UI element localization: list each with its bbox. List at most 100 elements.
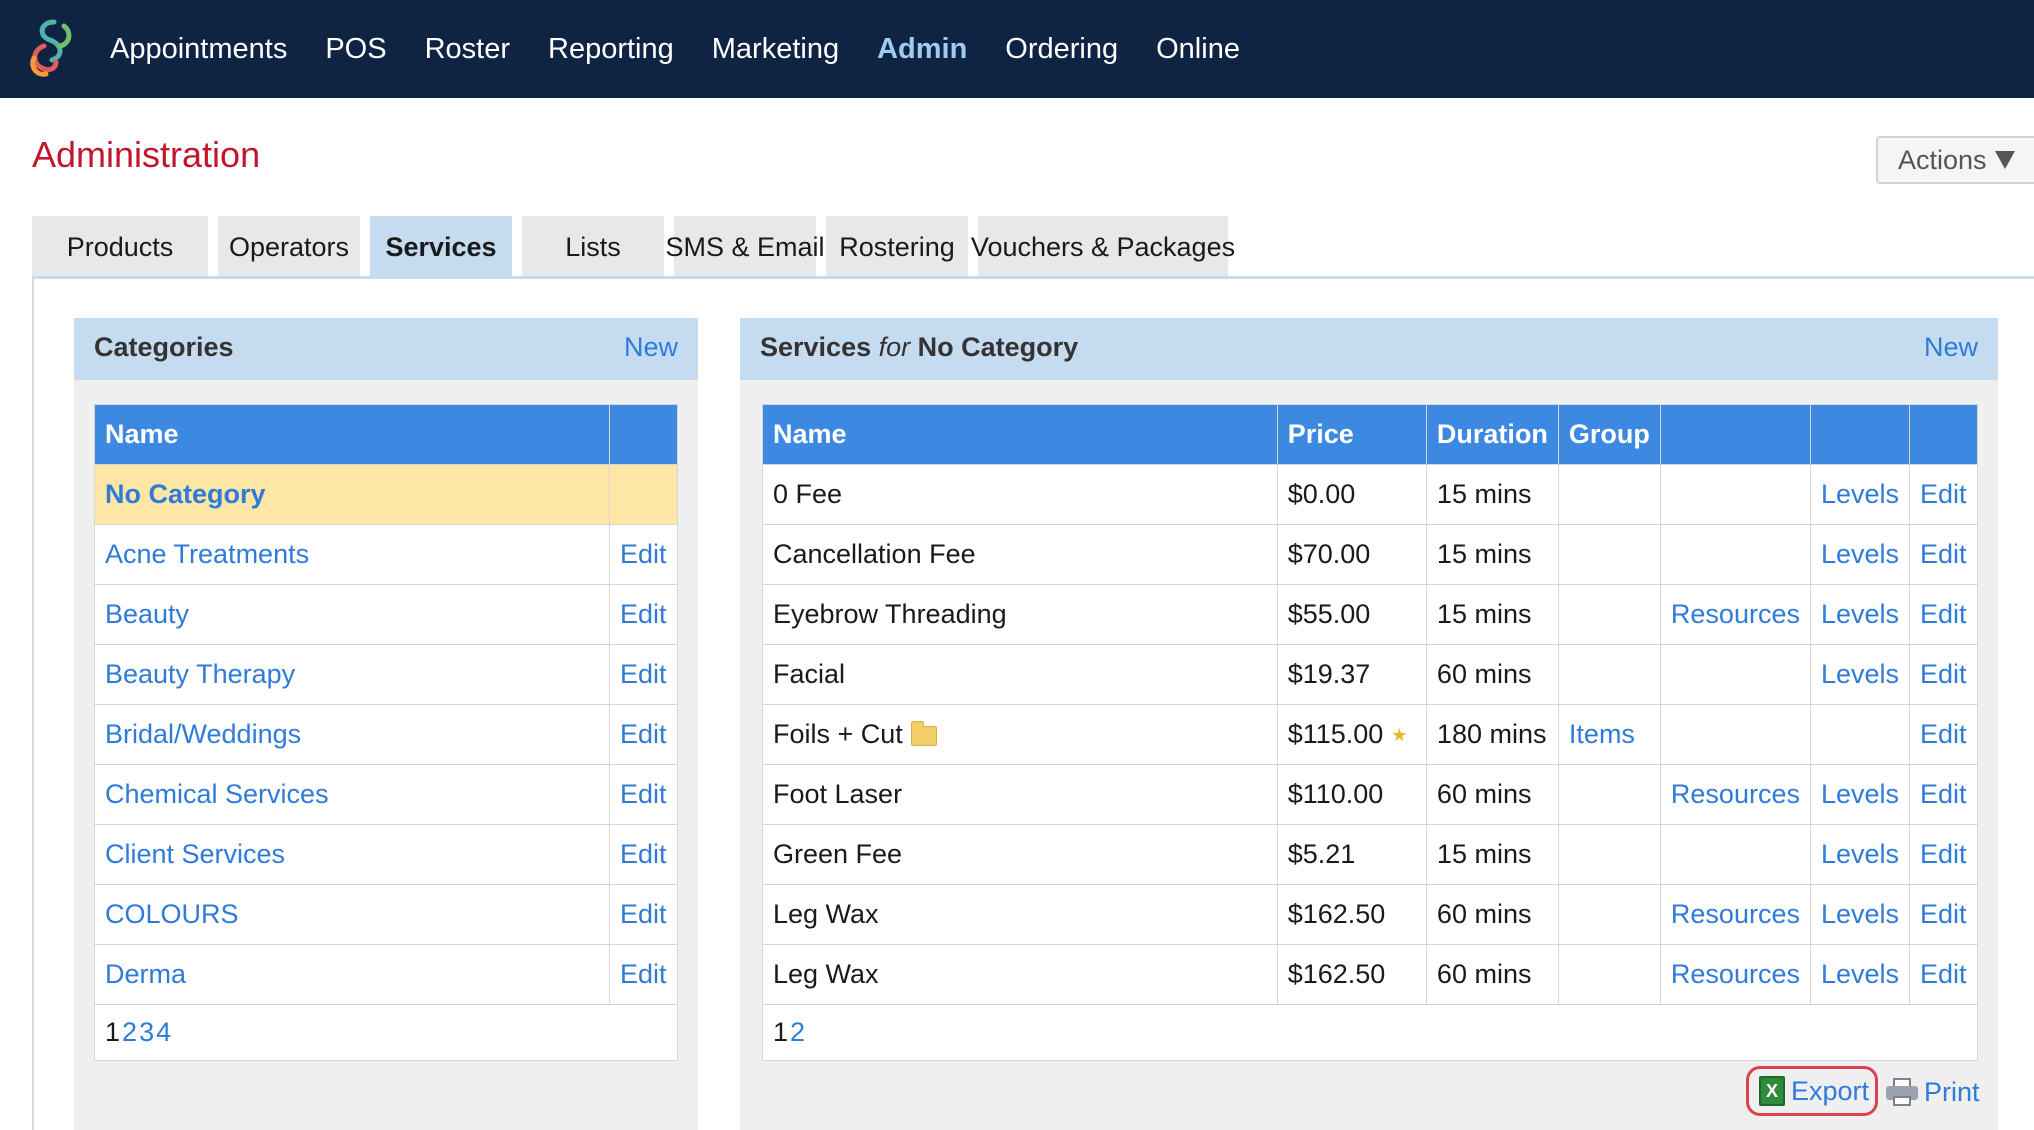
print-button[interactable]: Print xyxy=(1886,1070,1980,1114)
page-link[interactable]: 4 xyxy=(156,1017,172,1047)
category-name-link[interactable]: Client Services xyxy=(94,824,610,885)
services-header-row: Name Price Duration Group xyxy=(762,404,1978,465)
category-row[interactable]: No Category xyxy=(94,464,678,525)
service-duration: 15 mins xyxy=(1425,584,1559,645)
category-name-link[interactable]: COLOURS xyxy=(94,884,610,945)
service-resources-link[interactable]: Resources xyxy=(1659,584,1811,645)
nav-item-ordering[interactable]: Ordering xyxy=(1005,32,1119,65)
category-name-link[interactable]: Beauty xyxy=(94,584,610,645)
service-edit-link[interactable]: Edit xyxy=(1909,764,1978,825)
nav-item-online[interactable]: Online xyxy=(1156,32,1240,65)
tab-sms-email[interactable]: SMS & Email xyxy=(665,216,825,278)
category-row[interactable]: Beauty Therapy Edit xyxy=(94,644,678,705)
category-row[interactable]: Beauty Edit xyxy=(94,584,678,645)
service-resources-link[interactable]: Resources xyxy=(1659,884,1811,945)
new-category-link[interactable]: New xyxy=(623,332,678,362)
category-edit-link[interactable]: Edit xyxy=(609,704,678,765)
nav-item-marketing[interactable]: Marketing xyxy=(711,32,840,65)
services-pagination-row: 12 xyxy=(762,1004,1978,1061)
service-duration: 60 mins xyxy=(1425,764,1559,825)
nav-item-pos[interactable]: POS xyxy=(325,32,387,65)
star-icon: ★ xyxy=(1391,725,1408,746)
services-title-category: No Category xyxy=(917,332,1079,362)
service-levels-link[interactable]: Levels xyxy=(1809,584,1911,645)
category-edit-link[interactable]: Edit xyxy=(609,524,678,585)
category-name-link[interactable]: Chemical Services xyxy=(94,764,610,825)
service-levels-link[interactable]: Levels xyxy=(1809,944,1911,1005)
service-name: Eyebrow Threading xyxy=(773,599,1007,629)
service-edit-link[interactable]: Edit xyxy=(1909,524,1978,585)
service-edit-link[interactable]: Edit xyxy=(1909,464,1978,525)
category-row[interactable]: Derma Edit xyxy=(94,944,678,1005)
service-name: Foils + Cut xyxy=(773,719,903,749)
service-row: Green Fee $5.21 15 mins Levels Edit xyxy=(762,824,1978,885)
category-row[interactable]: Client Services Edit xyxy=(94,824,678,885)
category-name-link[interactable]: Beauty Therapy xyxy=(94,644,610,705)
admin-tabs: Products Operators Services Lists SMS & Emai… xyxy=(32,216,1238,278)
service-edit-link[interactable]: Edit xyxy=(1909,644,1978,705)
category-edit-link[interactable]: Edit xyxy=(609,884,678,945)
categories-panel-header: Categories New xyxy=(74,318,698,380)
service-levels-link[interactable]: Levels xyxy=(1809,824,1911,885)
service-resources-link[interactable]: Resources xyxy=(1659,764,1811,825)
service-levels-link[interactable]: Levels xyxy=(1809,644,1911,705)
nav-item-appointments[interactable]: Appointments xyxy=(110,32,288,65)
category-edit-link[interactable]: Edit xyxy=(609,824,678,885)
category-name-link[interactable]: Acne Treatments xyxy=(94,524,610,585)
page-link: 1 xyxy=(773,1017,789,1047)
actions-dropdown-button[interactable]: Actions xyxy=(1876,136,2034,184)
col-header-edit xyxy=(1909,404,1978,465)
category-row[interactable]: COLOURS Edit xyxy=(94,884,678,945)
category-edit-link[interactable]: Edit xyxy=(609,644,678,705)
category-edit-link[interactable]: Edit xyxy=(609,584,678,645)
service-resources-link[interactable]: Resources xyxy=(1659,944,1811,1005)
category-name-link[interactable]: No Category xyxy=(94,464,610,525)
page-link[interactable]: 2 xyxy=(122,1017,138,1047)
page-link[interactable]: 3 xyxy=(139,1017,155,1047)
category-row[interactable]: Bridal/Weddings Edit xyxy=(94,704,678,765)
service-name: Green Fee xyxy=(773,839,903,869)
category-edit-link[interactable]: Edit xyxy=(609,944,678,1005)
service-group-link xyxy=(1557,464,1661,525)
export-button[interactable]: X Export xyxy=(1746,1066,1878,1116)
service-levels-link[interactable]: Levels xyxy=(1809,884,1911,945)
tab-products[interactable]: Products xyxy=(32,216,208,278)
service-edit-link[interactable]: Edit xyxy=(1909,824,1978,885)
tab-vouchers-packages[interactable]: Vouchers & Packages xyxy=(971,216,1235,278)
category-edit-link xyxy=(609,464,678,525)
category-row[interactable]: Acne Treatments Edit xyxy=(94,524,678,585)
service-group-link xyxy=(1557,944,1661,1005)
category-edit-link[interactable]: Edit xyxy=(609,764,678,825)
service-edit-link[interactable]: Edit xyxy=(1909,584,1978,645)
service-name-cell: Facial xyxy=(762,644,1278,705)
service-levels-link[interactable]: Levels xyxy=(1809,464,1911,525)
tab-services[interactable]: Services xyxy=(370,216,512,278)
service-levels-link[interactable]: Levels xyxy=(1809,524,1911,585)
service-edit-link[interactable]: Edit xyxy=(1909,884,1978,945)
content-frame xyxy=(32,279,2034,1130)
tab-operators[interactable]: Operators xyxy=(218,216,360,278)
tab-rostering[interactable]: Rostering xyxy=(826,216,968,278)
service-group-link xyxy=(1557,764,1661,825)
new-service-link[interactable]: New xyxy=(1923,332,1978,362)
service-group-link xyxy=(1557,524,1661,585)
app-logo-icon[interactable] xyxy=(24,16,80,80)
service-edit-link[interactable]: Edit xyxy=(1909,944,1978,1005)
service-name: Leg Wax xyxy=(773,959,879,989)
service-resources-link xyxy=(1659,464,1811,525)
service-levels-link[interactable]: Levels xyxy=(1809,764,1911,825)
page-link[interactable]: 2 xyxy=(790,1017,806,1047)
category-name-link[interactable]: Bridal/Weddings xyxy=(94,704,610,765)
category-row[interactable]: Chemical Services Edit xyxy=(94,764,678,825)
nav-item-admin[interactable]: Admin xyxy=(877,32,968,65)
nav-item-reporting[interactable]: Reporting xyxy=(548,32,674,65)
category-name-link[interactable]: Derma xyxy=(94,944,610,1005)
service-group-link[interactable]: Items xyxy=(1557,704,1661,765)
service-price-cell: $70.00 xyxy=(1276,524,1427,585)
service-row: Facial $19.37 60 mins Levels Edit xyxy=(762,644,1978,705)
tab-lists[interactable]: Lists xyxy=(522,216,664,278)
service-price-cell: $162.50 xyxy=(1276,944,1427,1005)
service-edit-link[interactable]: Edit xyxy=(1909,704,1978,765)
nav-item-roster[interactable]: Roster xyxy=(424,32,510,65)
service-duration: 60 mins xyxy=(1425,944,1559,1005)
